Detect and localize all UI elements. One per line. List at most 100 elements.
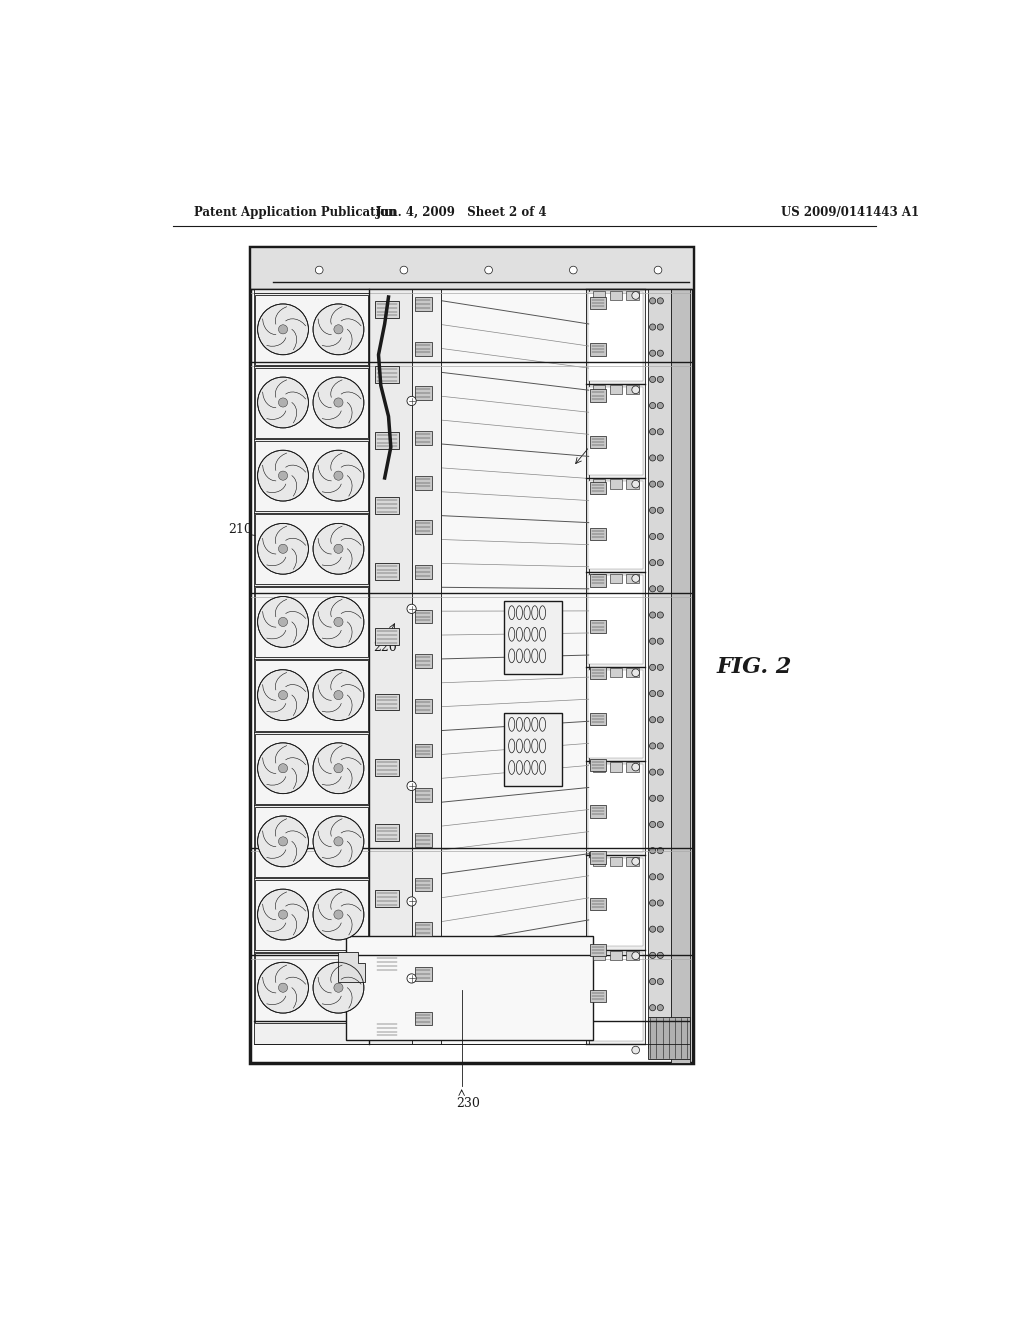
Circle shape (657, 1031, 664, 1038)
Circle shape (657, 821, 664, 828)
Circle shape (258, 743, 308, 793)
Bar (587, 289, 589, 1044)
Bar (627, 763, 639, 772)
Bar (415, 342, 432, 355)
Circle shape (279, 837, 288, 846)
Bar (376, 562, 398, 579)
Bar (376, 759, 398, 776)
Circle shape (334, 325, 343, 334)
Circle shape (657, 533, 664, 540)
Bar (590, 667, 605, 678)
Circle shape (649, 952, 655, 958)
Circle shape (279, 690, 288, 700)
Circle shape (649, 323, 655, 330)
Circle shape (657, 298, 664, 304)
Bar (415, 966, 432, 981)
Bar (346, 936, 593, 1040)
Bar (627, 290, 639, 300)
Circle shape (649, 770, 655, 775)
Circle shape (649, 429, 655, 434)
Circle shape (649, 560, 655, 566)
Text: 210: 210 (228, 523, 252, 536)
Bar (593, 668, 605, 677)
Circle shape (313, 816, 364, 867)
Bar (590, 528, 605, 540)
Bar (590, 482, 605, 494)
Circle shape (313, 669, 364, 721)
Circle shape (632, 292, 640, 300)
Bar (627, 857, 639, 866)
Text: Patent Application Publication: Patent Application Publication (194, 206, 396, 219)
Bar (593, 574, 605, 583)
Bar (609, 763, 622, 772)
Bar (593, 290, 605, 300)
Circle shape (649, 717, 655, 723)
Bar (370, 289, 412, 1044)
Bar (376, 1020, 398, 1038)
Circle shape (258, 523, 308, 574)
Circle shape (657, 376, 664, 383)
Text: FIG. 2: FIG. 2 (717, 656, 792, 677)
Bar (588, 387, 643, 475)
Circle shape (649, 847, 655, 854)
Bar (590, 297, 605, 309)
Circle shape (657, 455, 664, 461)
Bar (376, 301, 398, 318)
Circle shape (657, 847, 664, 854)
Bar (588, 480, 643, 569)
Circle shape (407, 896, 416, 906)
Bar (376, 367, 398, 383)
Bar (588, 293, 643, 380)
Bar (376, 498, 398, 515)
Circle shape (258, 450, 308, 502)
Bar (648, 289, 671, 1048)
Bar (590, 990, 605, 1002)
Circle shape (657, 874, 664, 880)
Circle shape (632, 763, 640, 771)
Circle shape (632, 952, 640, 960)
Circle shape (657, 429, 664, 434)
Circle shape (657, 560, 664, 566)
Circle shape (632, 574, 640, 582)
Circle shape (657, 350, 664, 356)
Bar (671, 289, 689, 1063)
Bar (376, 432, 398, 449)
Bar (590, 389, 605, 401)
Bar (609, 479, 622, 488)
Circle shape (657, 612, 664, 618)
Circle shape (632, 385, 640, 393)
Circle shape (654, 267, 662, 275)
Bar (415, 655, 432, 668)
Circle shape (632, 858, 640, 866)
Circle shape (334, 837, 343, 846)
Bar (415, 923, 432, 936)
Circle shape (657, 323, 664, 330)
Bar (627, 574, 639, 583)
Circle shape (258, 669, 308, 721)
Bar (376, 956, 398, 973)
Text: Jun. 4, 2009   Sheet 2 of 4: Jun. 4, 2009 Sheet 2 of 4 (376, 206, 548, 219)
Bar (255, 734, 368, 804)
Circle shape (649, 507, 655, 513)
Circle shape (657, 770, 664, 775)
Bar (415, 475, 432, 490)
Bar (255, 953, 368, 1023)
Bar (255, 880, 368, 950)
Bar (441, 289, 593, 1044)
Circle shape (649, 612, 655, 618)
Bar (590, 574, 605, 586)
Bar (627, 385, 639, 395)
Bar (609, 385, 622, 395)
Circle shape (649, 743, 655, 748)
Bar (590, 805, 605, 817)
Circle shape (334, 983, 343, 993)
Circle shape (569, 267, 578, 275)
Circle shape (313, 450, 364, 502)
Text: 230: 230 (539, 733, 562, 746)
Circle shape (657, 952, 664, 958)
Circle shape (279, 544, 288, 553)
Circle shape (649, 533, 655, 540)
Bar (376, 693, 398, 710)
Circle shape (258, 890, 308, 940)
Circle shape (279, 909, 288, 919)
